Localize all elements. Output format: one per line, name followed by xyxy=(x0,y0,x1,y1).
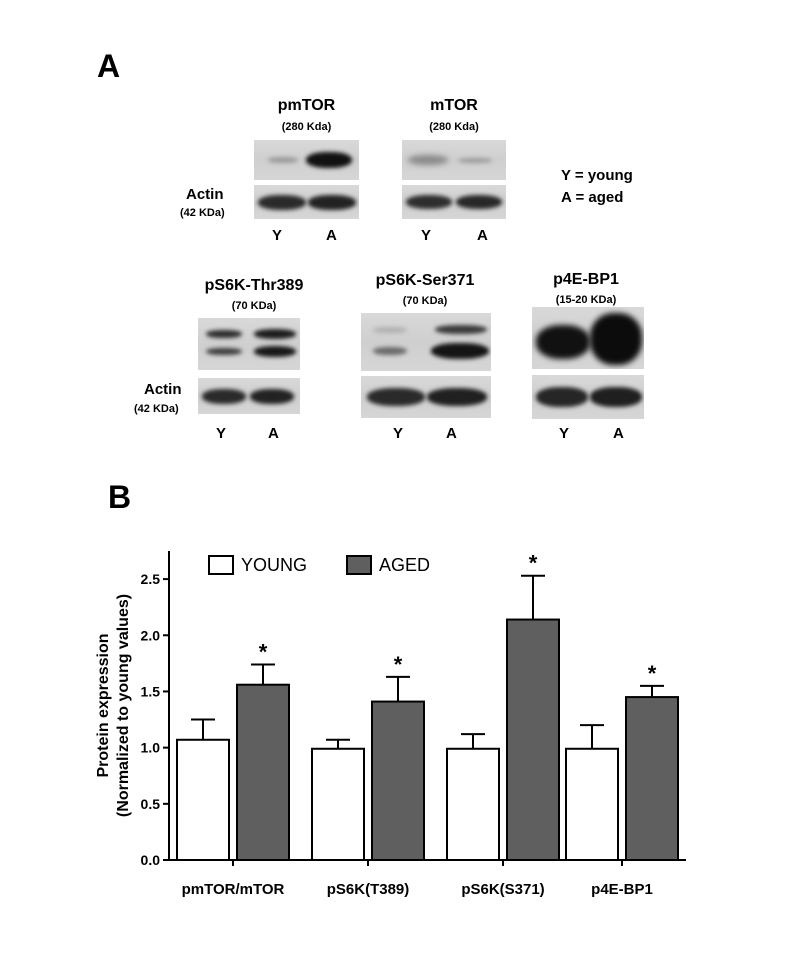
lane-y-mtor: Y xyxy=(421,227,432,244)
bar-aged xyxy=(506,618,560,861)
ser371-title: pS6K-Ser371 xyxy=(375,272,475,289)
bar-young xyxy=(311,747,365,862)
ser371-blot xyxy=(361,313,491,371)
mtor-actin-blot xyxy=(402,185,506,219)
thr389-title: pS6K-Thr389 xyxy=(204,277,304,294)
p4ebp1-actin-blot xyxy=(532,375,644,419)
legend-swatch-young xyxy=(208,555,234,575)
actin-label-bottom: Actin xyxy=(144,381,182,398)
lane-a-ser371: A xyxy=(446,425,457,442)
legend-swatch-aged xyxy=(346,555,372,575)
legend-label-young: YOUNG xyxy=(241,555,307,575)
ser371-actin-blot xyxy=(361,376,491,418)
mtor-blot xyxy=(402,140,506,180)
y-tick-label: 2.5 xyxy=(141,571,161,587)
y-tick-label: 0.5 xyxy=(141,796,161,812)
y-tick-label: 2.0 xyxy=(141,627,161,643)
thr389-kda: (70 KDa) xyxy=(231,300,277,312)
pmtor-kda: (280 Kda) xyxy=(281,121,332,133)
bar-aged xyxy=(625,696,679,862)
panel-a-letter: A xyxy=(97,48,121,84)
y-axis-label: Protein expression xyxy=(95,633,112,777)
x-tick-label: pmTOR/mTOR xyxy=(182,881,285,898)
x-tick-label: pS6K(T389) xyxy=(327,881,410,898)
lane-y-p4ebp1: Y xyxy=(559,425,570,442)
p4ebp1-title: p4E-BP1 xyxy=(553,271,619,288)
y-axis-label-sub: (Normalized to young values) xyxy=(115,594,132,817)
lane-y-ser371: Y xyxy=(393,425,404,442)
significance-asterisk: * xyxy=(529,551,538,576)
p4ebp1-blot xyxy=(532,307,644,369)
x-tick-label: p4E-BP1 xyxy=(591,881,653,898)
lane-a-mtor: A xyxy=(477,227,488,244)
actin-label-top: Actin xyxy=(186,186,224,203)
actin-kda-top: (42 KDa) xyxy=(180,207,225,219)
actin-kda-bottom: (42 KDa) xyxy=(134,403,179,415)
y-tick-label: 1.0 xyxy=(141,740,161,756)
bar-young xyxy=(446,747,500,862)
lane-y-thr389: Y xyxy=(216,425,227,442)
legend-label-aged: AGED xyxy=(379,555,430,575)
key-aged: A = aged xyxy=(561,189,624,206)
key-young: Y = young xyxy=(561,167,633,184)
thr389-actin-blot xyxy=(198,378,300,414)
lane-a-pmtor: A xyxy=(326,227,337,244)
significance-asterisk: * xyxy=(259,639,268,664)
thr389-blot xyxy=(198,318,300,370)
significance-asterisk: * xyxy=(648,661,657,686)
lane-y-pmtor: Y xyxy=(272,227,283,244)
pmtor-title: pmTOR xyxy=(277,97,336,114)
ser371-kda: (70 KDa) xyxy=(402,295,448,307)
p4ebp1-kda: (15-20 KDa) xyxy=(555,294,617,306)
x-tick-label: pS6K(S371) xyxy=(461,881,544,898)
lane-a-thr389: A xyxy=(268,425,279,442)
significance-asterisk: * xyxy=(394,652,403,677)
y-tick-label: 1.5 xyxy=(141,683,161,699)
mtor-title: mTOR xyxy=(430,97,478,114)
bar-young xyxy=(565,747,619,862)
panel-b-letter: B xyxy=(108,479,132,515)
pmtor-blot xyxy=(254,140,359,180)
bar-aged xyxy=(371,700,425,861)
mtor-kda: (280 Kda) xyxy=(429,121,479,133)
y-tick-label: 0.0 xyxy=(141,852,161,868)
lane-a-p4ebp1: A xyxy=(613,425,624,442)
bar-aged xyxy=(236,683,290,861)
pmtor-actin-blot xyxy=(254,185,359,219)
bar-young xyxy=(176,738,230,862)
